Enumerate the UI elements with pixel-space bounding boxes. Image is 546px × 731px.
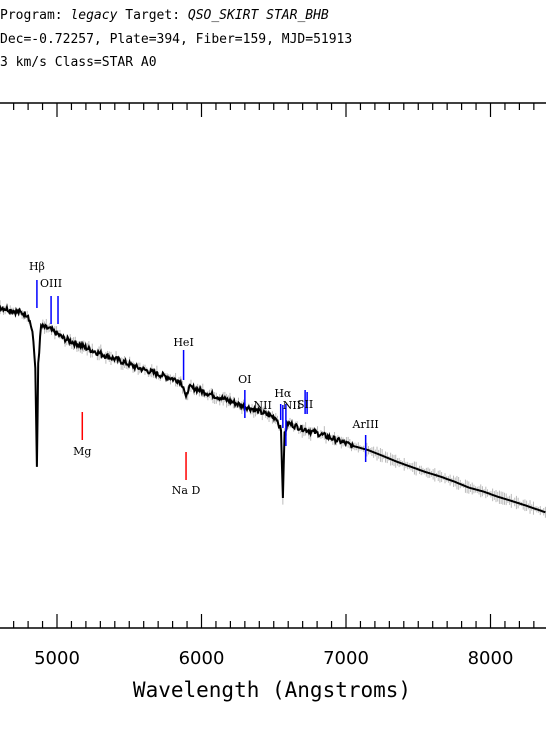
spectrum-line — [0, 303, 546, 514]
emission-line-label: Hα — [274, 387, 292, 400]
emission-line-label: NII — [254, 399, 272, 412]
emission-line-label: HeI — [173, 336, 193, 349]
header-line-1: Program: legacy Target: QSO_SKIRT STAR_B… — [0, 8, 329, 23]
x-tick-label: 5000 — [34, 648, 80, 669]
x-tick-label: 8000 — [468, 648, 514, 669]
x-tick-labels: 5000 6000 7000 8000 — [34, 648, 513, 669]
x-axis-label: Wavelength (Angstroms) — [133, 678, 411, 702]
spectral-line-markers — [36, 280, 367, 480]
axes — [0, 102, 546, 629]
header-target-name: QSO_SKIRT STAR_BHB — [187, 8, 329, 23]
emission-line-label: SII — [297, 398, 313, 411]
emission-line-label: Hβ — [29, 260, 45, 273]
emission-line-label: NII — [283, 399, 301, 412]
header-line-3: 3 km/s Class=STAR A0 — [0, 55, 157, 70]
emission-line-label: OIII — [40, 277, 62, 290]
emission-line-label: ArIII — [352, 418, 379, 431]
header-target-prefix: Target: — [117, 8, 188, 23]
x-tick-label: 6000 — [179, 648, 225, 669]
header-program-name: legacy — [70, 8, 118, 23]
x-tick-label: 7000 — [323, 648, 369, 669]
absorption-line-label: Mg — [73, 445, 91, 458]
header-program-prefix: Program: — [0, 8, 71, 23]
absorption-line-label: Na D — [172, 484, 201, 497]
emission-line-label: OI — [238, 373, 251, 386]
header-line-2: Dec=-0.72257, Plate=394, Fiber=159, MJD=… — [0, 32, 353, 47]
spectrum-series — [0, 303, 546, 514]
